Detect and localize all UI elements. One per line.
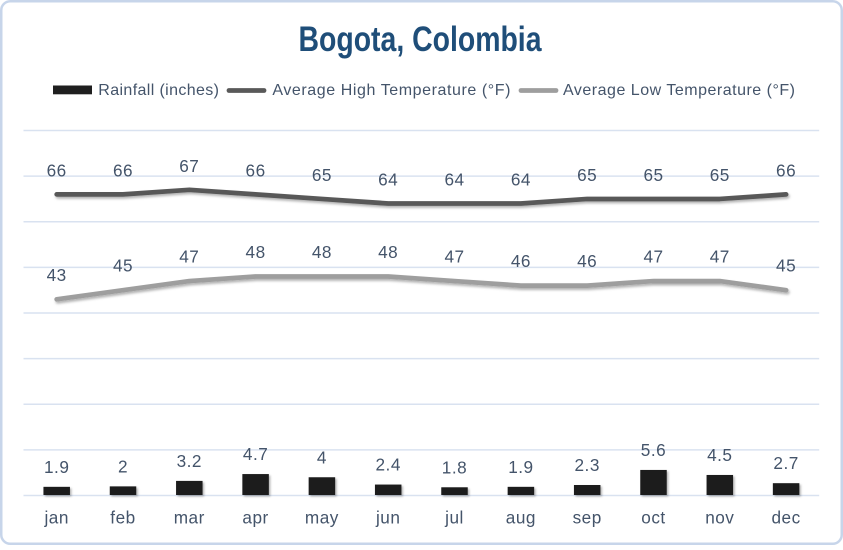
svg-text:may: may xyxy=(305,508,339,528)
svg-text:jul: jul xyxy=(444,508,464,528)
svg-text:jan: jan xyxy=(43,508,68,528)
svg-text:5.6: 5.6 xyxy=(641,440,666,460)
svg-text:2.3: 2.3 xyxy=(574,455,599,475)
svg-text:4.7: 4.7 xyxy=(243,444,268,464)
svg-text:64: 64 xyxy=(444,170,464,190)
svg-text:4: 4 xyxy=(317,447,327,467)
svg-text:46: 46 xyxy=(577,251,597,271)
svg-text:65: 65 xyxy=(577,165,597,185)
svg-text:47: 47 xyxy=(710,247,730,267)
svg-text:48: 48 xyxy=(312,242,332,262)
svg-text:1.8: 1.8 xyxy=(442,457,467,477)
svg-text:Average High Temperature (°F): Average High Temperature (°F) xyxy=(272,82,510,99)
svg-text:65: 65 xyxy=(643,165,663,185)
svg-text:66: 66 xyxy=(246,160,266,180)
svg-text:65: 65 xyxy=(312,165,332,185)
svg-text:oct: oct xyxy=(641,508,665,528)
svg-text:Average Low Temperature (°F): Average Low Temperature (°F) xyxy=(563,82,795,99)
svg-text:64: 64 xyxy=(511,170,531,190)
svg-text:67: 67 xyxy=(179,156,199,176)
svg-text:mar: mar xyxy=(174,508,205,528)
svg-text:2.7: 2.7 xyxy=(773,453,798,473)
svg-text:1.9: 1.9 xyxy=(508,457,533,477)
svg-text:apr: apr xyxy=(242,508,268,528)
svg-text:66: 66 xyxy=(776,160,796,180)
svg-text:43: 43 xyxy=(47,265,67,285)
svg-text:47: 47 xyxy=(643,247,663,267)
svg-text:48: 48 xyxy=(378,242,398,262)
svg-text:feb: feb xyxy=(110,508,135,528)
svg-text:65: 65 xyxy=(710,165,730,185)
svg-text:47: 47 xyxy=(444,247,464,267)
svg-text:46: 46 xyxy=(511,251,531,271)
svg-text:45: 45 xyxy=(776,256,796,276)
svg-text:Bogota, Colombia: Bogota, Colombia xyxy=(299,20,542,59)
svg-text:2.4: 2.4 xyxy=(375,455,400,475)
svg-text:jun: jun xyxy=(375,508,400,528)
svg-text:2: 2 xyxy=(118,456,128,476)
svg-text:48: 48 xyxy=(246,242,266,262)
svg-text:nov: nov xyxy=(705,508,734,528)
svg-text:64: 64 xyxy=(378,170,398,190)
svg-text:Rainfall (inches): Rainfall (inches) xyxy=(98,82,219,99)
svg-text:66: 66 xyxy=(47,160,67,180)
svg-text:aug: aug xyxy=(506,508,536,528)
svg-text:1.9: 1.9 xyxy=(44,457,69,477)
svg-text:dec: dec xyxy=(771,508,800,528)
svg-text:3.2: 3.2 xyxy=(177,451,202,471)
svg-text:sep: sep xyxy=(573,508,602,528)
svg-text:66: 66 xyxy=(113,160,133,180)
svg-text:47: 47 xyxy=(179,247,199,267)
svg-text:45: 45 xyxy=(113,256,133,276)
svg-text:4.5: 4.5 xyxy=(707,445,732,465)
